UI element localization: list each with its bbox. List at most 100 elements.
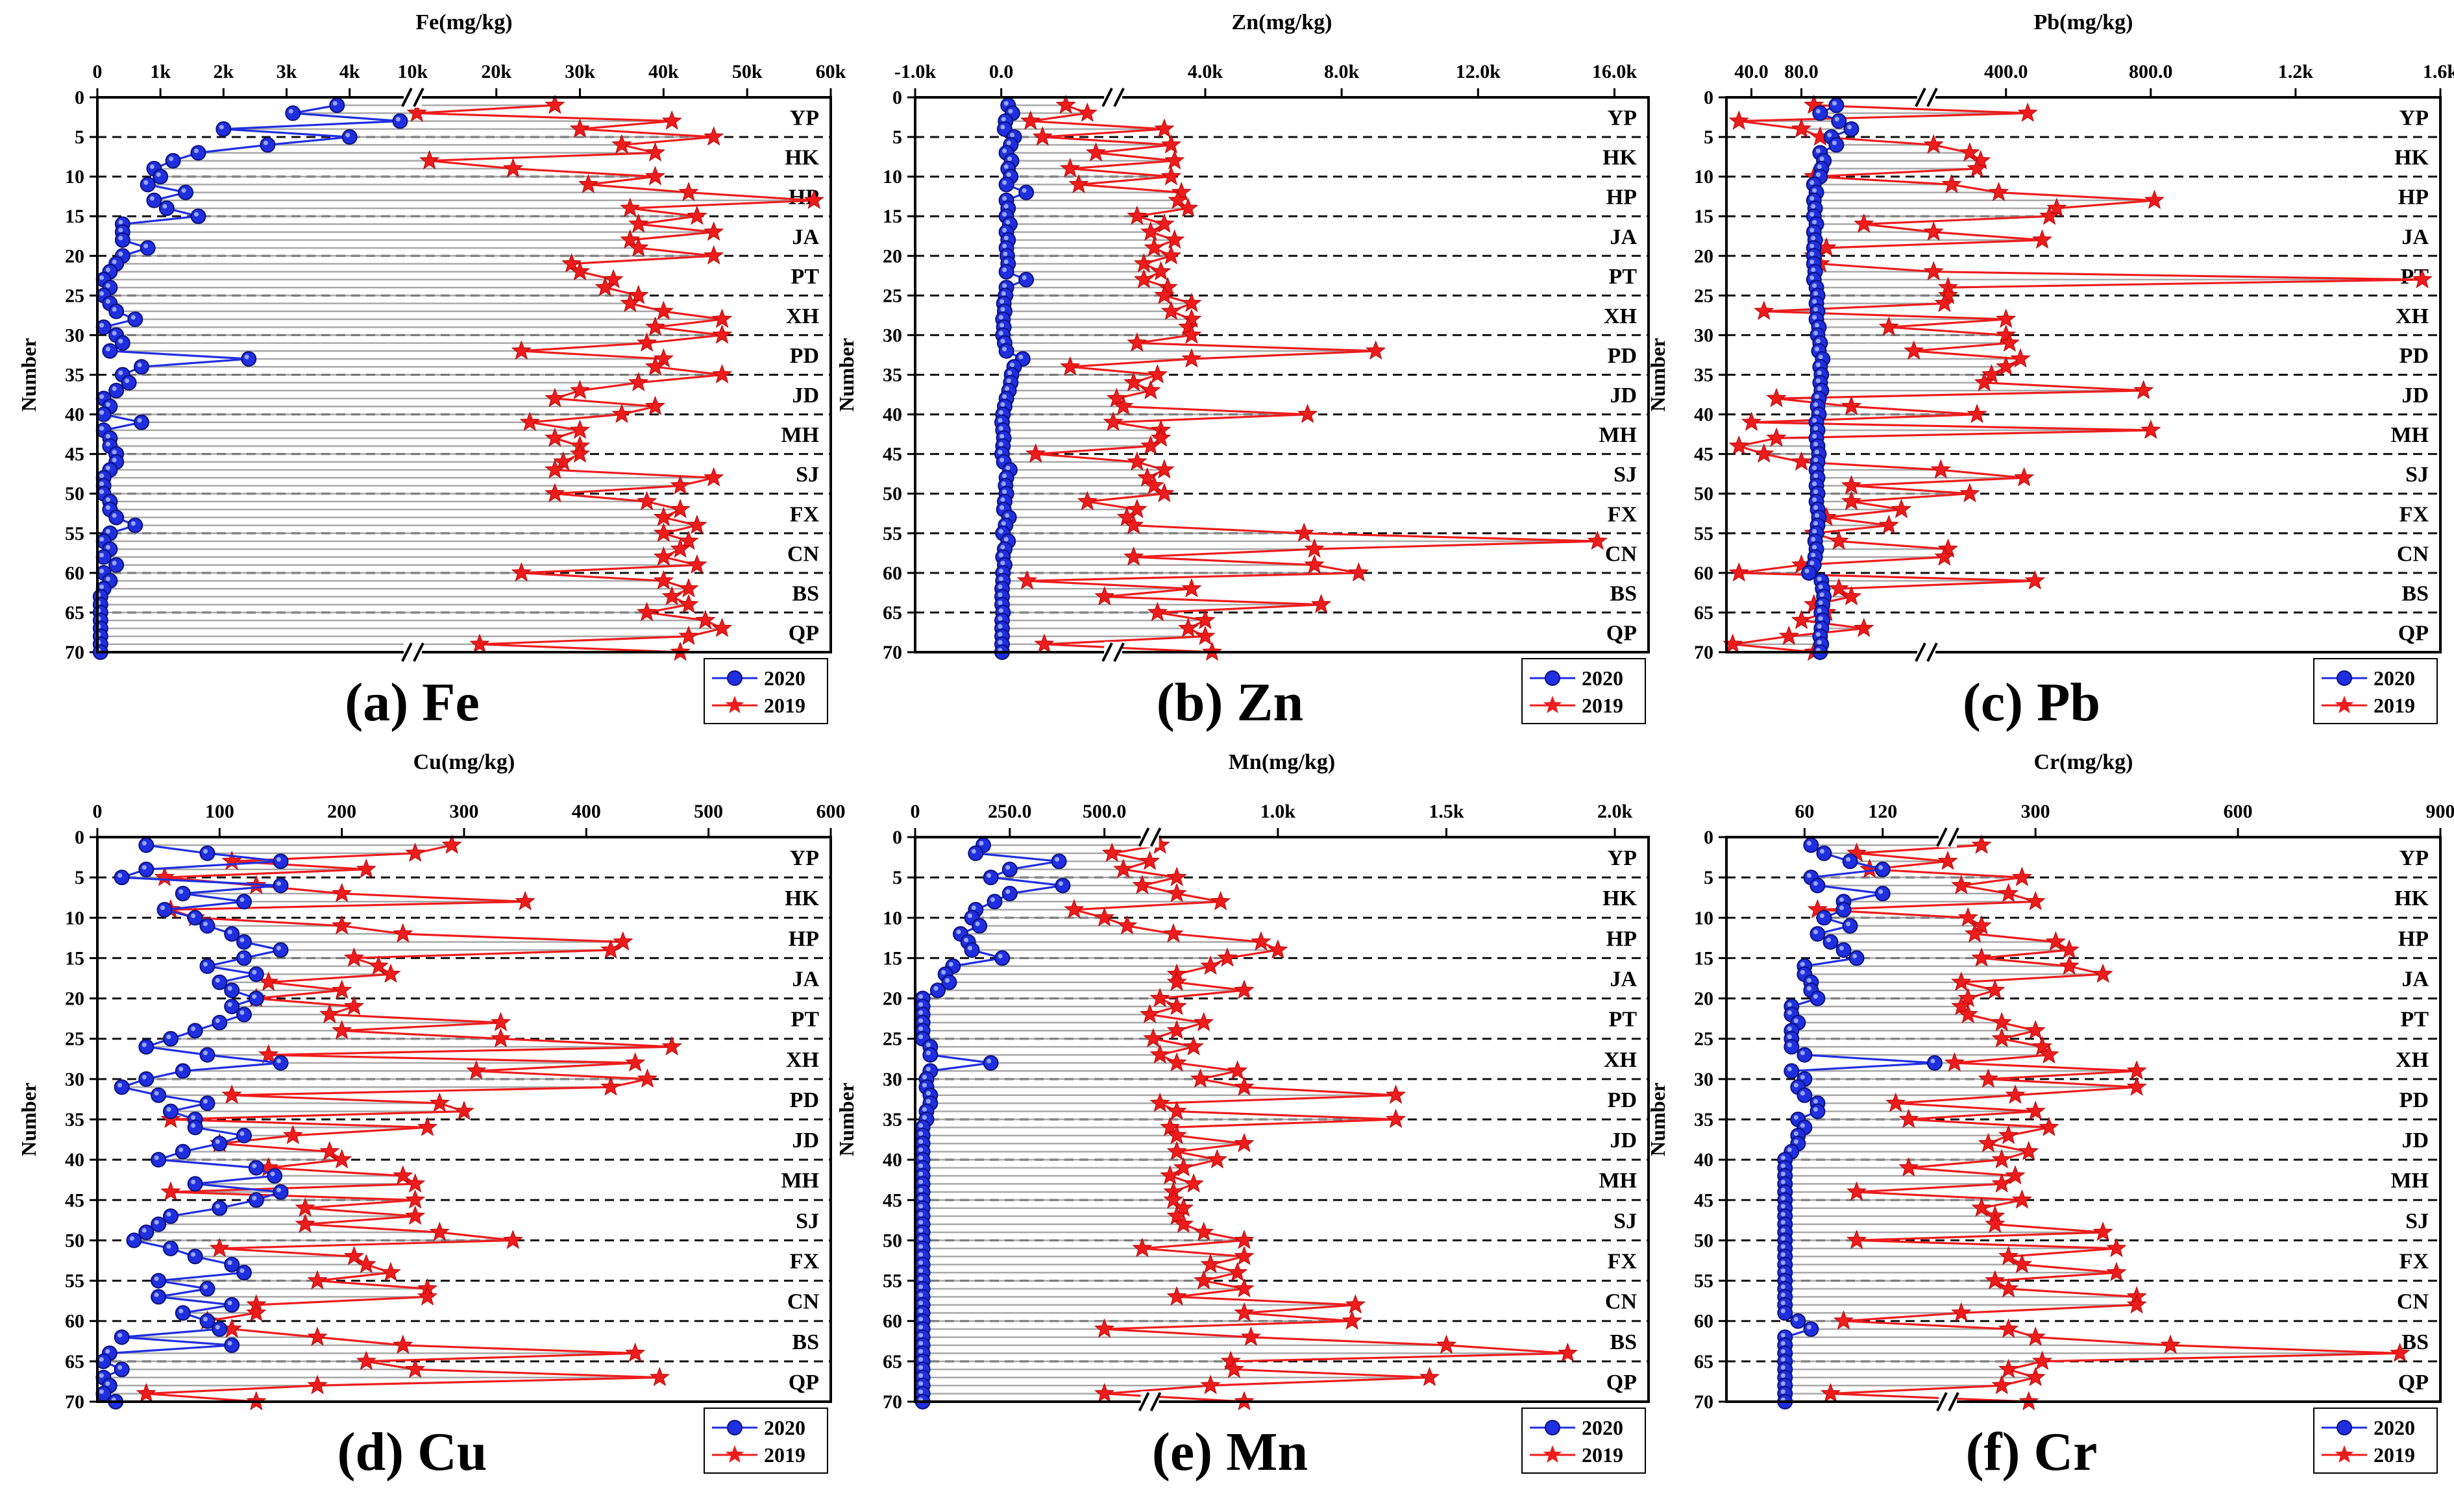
- series-2020-point-highlight: [998, 576, 1003, 581]
- series-2019-point: [1139, 1003, 1160, 1023]
- legend: 2020 2019: [704, 658, 828, 724]
- series-2020-point: [151, 1216, 167, 1232]
- series-2020-point-highlight: [998, 568, 1003, 574]
- series-2020-point: [1816, 910, 1832, 926]
- series-2019-point: [1791, 118, 1812, 138]
- series-2020-point-highlight: [117, 1365, 123, 1370]
- series-2019-point: [2126, 1294, 2147, 1314]
- axis-break-mark: [1936, 1392, 1948, 1411]
- series-2019-point: [469, 633, 490, 653]
- series-2020-point: [187, 1249, 203, 1265]
- series-2019-point: [2126, 1076, 2147, 1096]
- series-2019-point: [356, 1350, 376, 1371]
- series-2020-point-highlight: [154, 1276, 159, 1282]
- series-2020-point-highlight: [1846, 921, 1851, 927]
- y-tick-label: 55: [1694, 523, 1713, 544]
- y-tick-label: 55: [65, 1271, 84, 1292]
- series-2020-point-highlight: [918, 1357, 924, 1362]
- series-2020-point-highlight: [1780, 1284, 1785, 1289]
- series-2020-point-highlight: [1804, 568, 1810, 574]
- series-2019-point: [1132, 875, 1153, 894]
- series-2020-point: [248, 1192, 264, 1208]
- series-2020-point: [163, 1030, 178, 1047]
- series-2020-point-highlight: [227, 1300, 232, 1306]
- series-2020-point-highlight: [137, 418, 142, 423]
- series-2020-point-highlight: [1813, 291, 1819, 296]
- series-2019-point: [307, 1326, 328, 1346]
- series-2020-point-highlight: [1002, 267, 1007, 273]
- series-2019-point: [1160, 1165, 1181, 1185]
- series-2019-point: [1132, 1238, 1153, 1258]
- segment-label-pd: PD: [790, 1088, 819, 1112]
- series-2020-point-highlight: [1787, 1010, 1792, 1015]
- series-2020-point-highlight: [105, 497, 110, 502]
- series-2019-point: [1195, 626, 1216, 645]
- series-2019-point: [1123, 515, 1144, 534]
- y-tick-label: 65: [1694, 602, 1713, 624]
- series-2019-point: [332, 915, 352, 934]
- series-2019-point: [1178, 316, 1199, 336]
- series-2020-point-highlight: [149, 196, 154, 201]
- series-2020-point: [1001, 861, 1018, 877]
- series-2020-point-highlight: [1810, 251, 1815, 256]
- series-2020-point-highlight: [143, 180, 149, 185]
- series-2020-point-highlight: [99, 568, 104, 574]
- series-2020-point: [1018, 271, 1035, 287]
- x-tick-label: 900: [2426, 801, 2454, 822]
- series-2020-point-highlight: [125, 378, 130, 384]
- series-2020-point-highlight: [1000, 544, 1005, 550]
- segment-label-qp: QP: [789, 1371, 819, 1395]
- series-2020-point-highlight: [105, 402, 110, 407]
- series-2019-point: [1959, 142, 1980, 162]
- series-2019-line: [1074, 844, 1568, 1403]
- series-2019-point: [1846, 1229, 1867, 1249]
- y-tick-label: 30: [883, 1069, 902, 1090]
- series-2020-point: [1810, 1103, 1826, 1119]
- y-tick-label: 70: [1694, 1391, 1713, 1413]
- series-2019-point: [678, 626, 699, 645]
- series-2019-point: [1991, 1028, 2012, 1047]
- legend-2019-marker: [725, 696, 744, 714]
- series-2020-point: [95, 549, 112, 565]
- series-2020-point-highlight: [1003, 204, 1009, 209]
- x-tick-label: 250.0: [988, 801, 1032, 822]
- series-2019-point: [295, 1197, 315, 1217]
- series-2020-point-highlight: [1780, 1220, 1785, 1225]
- series-2019-point: [332, 883, 352, 903]
- series-2019-point: [2106, 1238, 2127, 1258]
- series-2019-point: [490, 1028, 511, 1047]
- series-2019-point: [1210, 890, 1231, 910]
- axis-break-mark: [1149, 1392, 1162, 1411]
- y-tick-label: 25: [883, 285, 902, 306]
- y-tick-label: 30: [65, 1069, 84, 1090]
- series-2020-point-highlight: [162, 204, 167, 209]
- series-2020-point: [1797, 1047, 1813, 1063]
- series-2019-point: [1034, 633, 1055, 653]
- axis-break-mark: [1149, 827, 1162, 847]
- series-2020-point-highlight: [971, 849, 976, 854]
- series-2019-line: [1817, 844, 2400, 1403]
- series-2020-point-highlight: [1003, 164, 1009, 169]
- series-2020-point-highlight: [1812, 465, 1817, 470]
- series-2020-point-highlight: [154, 1292, 159, 1297]
- series-2019-point: [1094, 907, 1115, 927]
- series-2020-point-highlight: [1810, 180, 1815, 185]
- segment-label-mh: MH: [781, 423, 819, 447]
- series-2019-point: [1741, 411, 1762, 432]
- series-2020-point-highlight: [1780, 1252, 1785, 1257]
- series-2020-point-highlight: [918, 1010, 924, 1015]
- y-tick-label: 35: [883, 365, 902, 386]
- series-2019-point: [1139, 850, 1160, 870]
- series-2019-point: [1094, 586, 1115, 605]
- series-2020-point-highlight: [1813, 929, 1818, 934]
- segment-label-mh: MH: [2390, 1169, 2429, 1193]
- y-tick-label: 20: [1694, 988, 1713, 1010]
- series-2019-point: [1828, 530, 1849, 550]
- series-2019-point: [628, 372, 649, 391]
- series-2020-point-highlight: [239, 1268, 245, 1273]
- legend-2020-marker: [2337, 1420, 2352, 1435]
- x-tick-label: 600: [816, 801, 846, 822]
- x-tick-label: 100: [205, 801, 234, 822]
- series-2020-point-highlight: [922, 1075, 927, 1080]
- y-tick-label: 25: [1694, 1029, 1713, 1050]
